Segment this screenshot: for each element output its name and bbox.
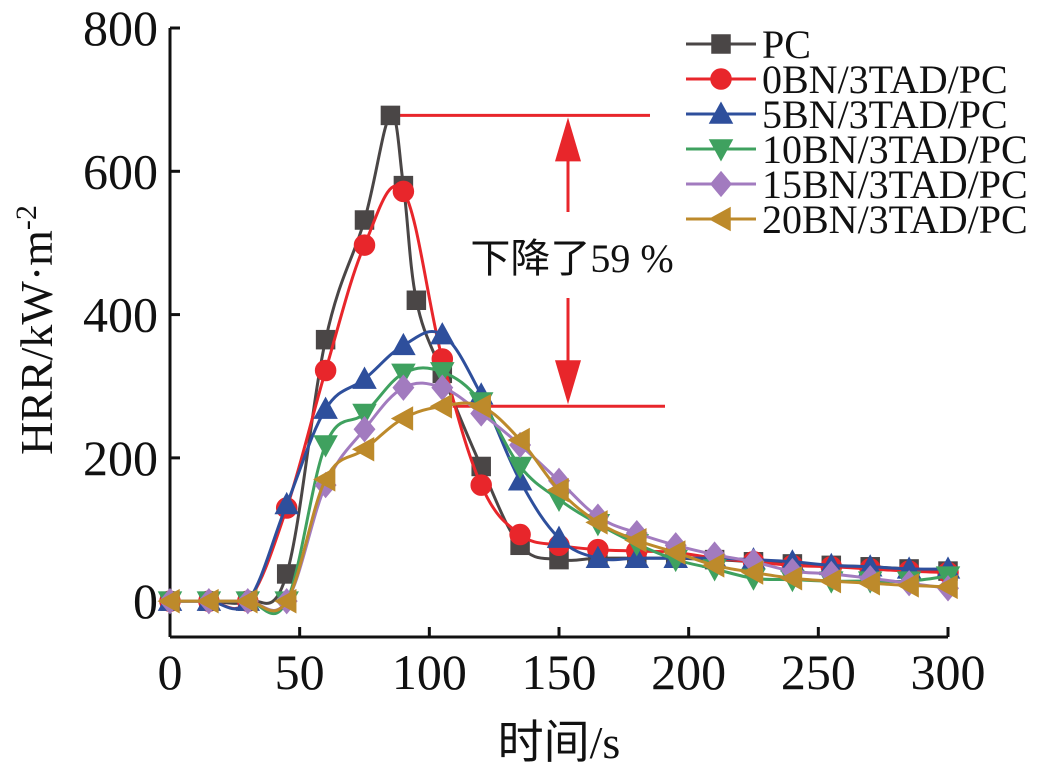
data-point [430, 362, 455, 385]
axes-layer: 0 50 100 150 200 250 300 0 200 400 600 800 [83, 0, 986, 700]
data-point [313, 435, 338, 458]
data-point [274, 491, 299, 515]
legend-item: PC [686, 22, 811, 67]
data-point [740, 560, 764, 585]
data-point [546, 525, 572, 548]
data-point [546, 477, 569, 503]
series-5 [157, 394, 958, 614]
x-tick-label: 150 [522, 644, 597, 700]
data-point [392, 180, 415, 203]
x-tick-label: 100 [392, 644, 467, 700]
legend-marker [708, 206, 731, 232]
data-point [468, 394, 491, 419]
legend-item: 5BN/3TAD/PC [686, 92, 1008, 137]
data-point [235, 588, 258, 614]
data-point [196, 588, 219, 614]
legend-label: 10BN/3TAD/PC [762, 127, 1028, 172]
data-point [857, 570, 880, 596]
data-point [585, 510, 608, 535]
series-line [169, 329, 949, 611]
x-tick-label: 300 [911, 644, 986, 700]
data-point [896, 573, 919, 598]
legend-item: 20BN/3TAD/PC [686, 197, 1028, 242]
data-point [702, 553, 725, 578]
y-axis-title-main: HRR/kW·m [11, 230, 62, 455]
data-point [380, 105, 401, 126]
data-point [392, 374, 415, 401]
data-point [507, 468, 533, 491]
data-point [663, 540, 686, 565]
data-point [818, 568, 842, 594]
legend-label: PC [762, 22, 811, 67]
data-point [391, 363, 416, 386]
data-point [470, 474, 492, 496]
annotation-text: 下降了59 % [470, 236, 673, 281]
legend-marker [710, 170, 732, 198]
data-point [429, 394, 453, 419]
data-point [314, 359, 337, 382]
legend-label: 15BN/3TAD/PC [762, 162, 1028, 207]
x-tick-label: 200 [651, 644, 726, 700]
legend-label: 20BN/3TAD/PC [762, 197, 1028, 242]
y-tick-label: 400 [83, 287, 158, 343]
legend-marker [711, 34, 731, 54]
y-tick-label: 200 [83, 430, 158, 486]
data-point [351, 437, 375, 462]
y-axis-title-superscript: -2 [10, 205, 43, 230]
legend-marker [708, 139, 734, 162]
data-point [313, 467, 336, 492]
legend-marker [710, 68, 732, 90]
data-point [390, 406, 414, 431]
data-point [935, 574, 958, 600]
data-point [406, 290, 427, 311]
data-point [352, 366, 377, 389]
data-point [430, 322, 455, 345]
annotation-arrow-head-down [555, 360, 581, 405]
data-point [624, 528, 647, 553]
data-point [507, 427, 530, 453]
x-tick-label: 250 [781, 644, 856, 700]
legend-item: 0BN/3TAD/PC [686, 57, 1008, 102]
legend: PC0BN/3TAD/PC5BN/3TAD/PC10BN/3TAD/PC15BN… [686, 22, 1028, 242]
legend-label: 5BN/3TAD/PC [762, 92, 1008, 137]
series-line [169, 401, 949, 613]
legend-item: 10BN/3TAD/PC [686, 127, 1028, 172]
legend-item: 15BN/3TAD/PC [686, 162, 1028, 207]
data-point [353, 234, 376, 256]
data-point [352, 403, 377, 427]
y-tick-label: 0 [133, 573, 158, 629]
data-point [585, 545, 611, 568]
x-tick-label: 50 [275, 644, 325, 700]
data-point [624, 545, 650, 568]
x-axis-title: 时间/s [498, 717, 621, 767]
y-axis-title-group: HRR/kW·m-2 [10, 205, 62, 455]
data-point [274, 588, 297, 614]
y-tick-label: 600 [83, 143, 158, 199]
series-layer [157, 105, 961, 616]
legend-marker [708, 101, 734, 124]
x-tick-label: 0 [158, 644, 183, 700]
legend-label: 0BN/3TAD/PC [762, 57, 1008, 102]
y-axis-title: HRR/kW·m-2 [10, 205, 62, 455]
annotation-arrow-head-up [555, 117, 581, 162]
data-point [157, 588, 180, 614]
data-point [779, 565, 803, 591]
data-point [509, 523, 531, 546]
data-point [391, 332, 416, 356]
data-point [313, 396, 338, 419]
y-tick-label: 800 [83, 0, 158, 56]
data-point [353, 416, 376, 443]
